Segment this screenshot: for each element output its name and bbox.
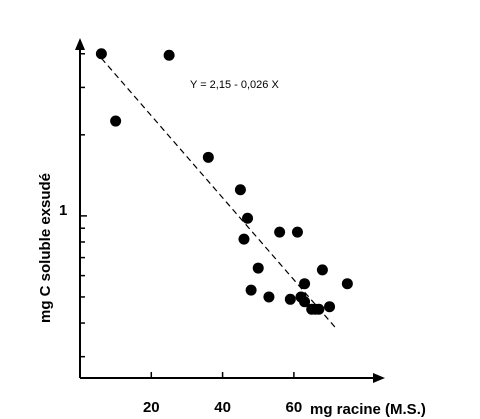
data-point bbox=[284, 293, 296, 305]
data-point bbox=[291, 226, 303, 238]
data-points bbox=[95, 48, 353, 315]
data-point bbox=[299, 278, 311, 290]
data-point bbox=[242, 212, 254, 224]
data-point bbox=[263, 291, 275, 303]
regression-line-group bbox=[100, 57, 338, 330]
y-axis-label: mg C soluble exsudé bbox=[37, 173, 54, 323]
y-tick-label-1: 1 bbox=[59, 202, 67, 219]
data-point bbox=[238, 233, 250, 245]
x-tick-label: 60 bbox=[286, 399, 303, 416]
data-point bbox=[245, 284, 257, 296]
ticks: 20 40 60 bbox=[80, 53, 303, 416]
y-axis-arrow bbox=[75, 38, 85, 50]
x-tick-label: 40 bbox=[214, 399, 231, 416]
x-axis-label: mg racine (M.S.) bbox=[310, 401, 426, 418]
data-point bbox=[324, 301, 336, 313]
data-point bbox=[341, 278, 353, 290]
x-tick-label: 20 bbox=[143, 399, 160, 416]
data-point bbox=[95, 48, 107, 60]
data-point bbox=[316, 264, 328, 276]
data-point bbox=[252, 262, 264, 274]
data-point bbox=[202, 151, 214, 163]
data-point bbox=[313, 303, 325, 315]
x-axis-arrow bbox=[373, 373, 385, 383]
data-point bbox=[234, 184, 246, 196]
data-point bbox=[299, 296, 311, 308]
data-point bbox=[274, 226, 286, 238]
regression-line bbox=[100, 57, 338, 330]
data-point bbox=[110, 115, 122, 127]
regression-equation: Y = 2,15 - 0,026 X bbox=[190, 79, 279, 91]
data-point bbox=[163, 49, 175, 61]
